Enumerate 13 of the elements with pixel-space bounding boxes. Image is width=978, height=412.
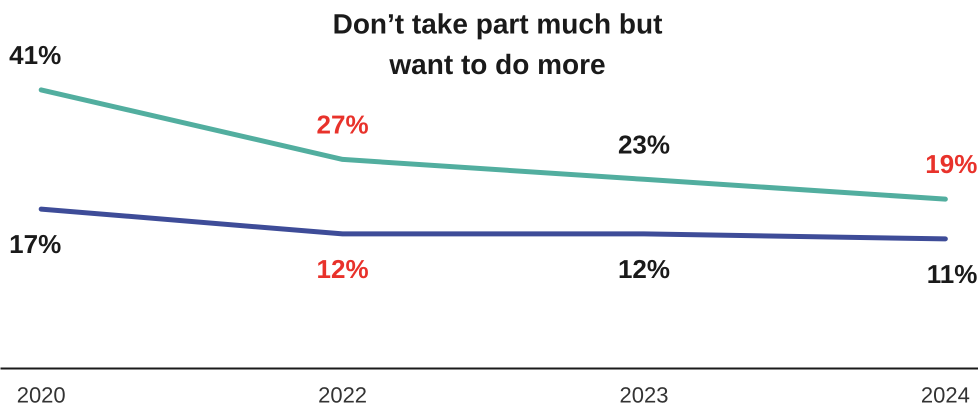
x-tick-label: 2022 <box>318 382 368 408</box>
data-label: 23% <box>618 129 670 160</box>
x-tick-label: 2023 <box>619 382 668 408</box>
x-tick-label: 2020 <box>16 382 66 408</box>
data-label: 17% <box>9 229 62 260</box>
x-tick-label: 2024 <box>920 382 970 408</box>
data-label: 12% <box>316 254 369 284</box>
data-label: 11% <box>926 258 978 289</box>
data-label: 27% <box>316 109 369 140</box>
data-label: 41% <box>9 40 62 70</box>
data-label: 19% <box>925 149 978 180</box>
chart-title: Don’t take part much but want to do more <box>332 8 662 80</box>
data-label: 12% <box>618 254 670 284</box>
